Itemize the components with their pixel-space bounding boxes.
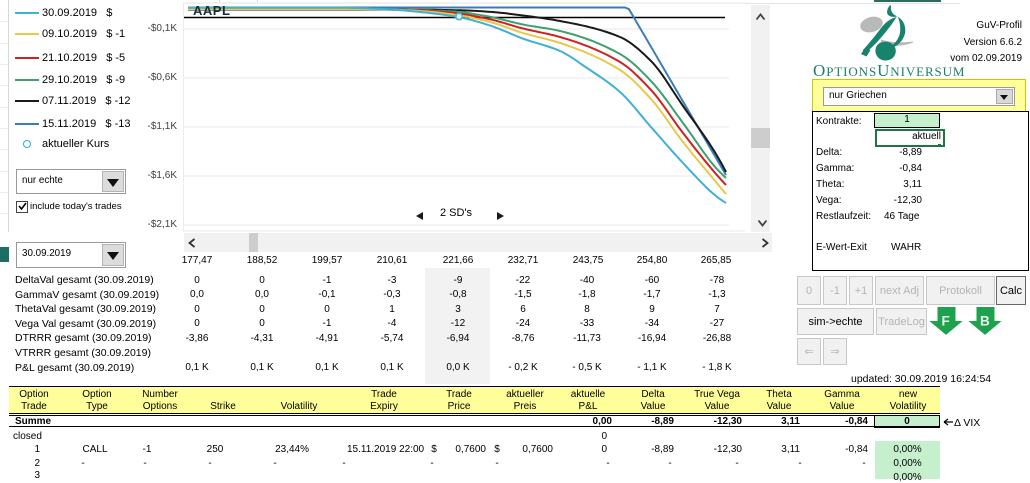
svg-text:AAPL: AAPL — [193, 3, 230, 18]
svg-text:F: F — [942, 314, 950, 329]
svg-text:B: B — [980, 314, 990, 329]
